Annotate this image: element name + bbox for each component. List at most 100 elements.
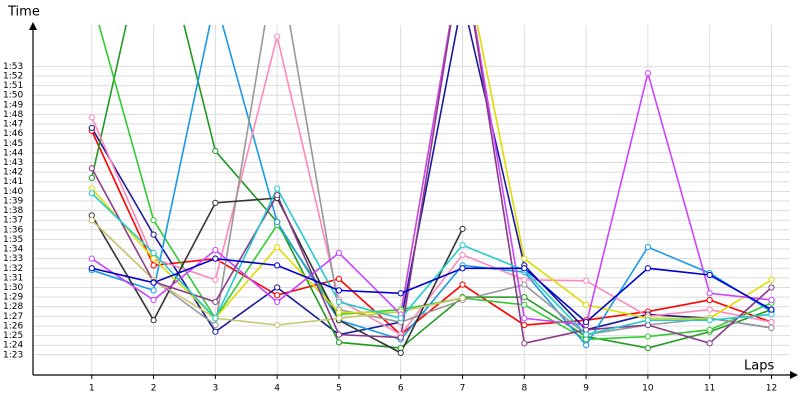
data-point xyxy=(88,265,95,272)
data-point xyxy=(644,344,651,352)
data-point xyxy=(335,309,343,316)
data-point xyxy=(768,296,775,304)
data-point xyxy=(88,190,95,197)
y-tick-label: 1:34 xyxy=(3,245,23,255)
data-point xyxy=(335,275,343,282)
data-point xyxy=(768,324,775,331)
data-point xyxy=(212,328,219,335)
y-tick-label: 1:23 xyxy=(3,350,23,360)
data-point xyxy=(212,321,219,329)
data-point xyxy=(521,255,528,262)
data-point xyxy=(150,287,157,294)
y-tick-label: 1:52 xyxy=(3,71,23,81)
data-point xyxy=(768,306,775,313)
data-point xyxy=(459,281,466,288)
data-point xyxy=(274,219,281,226)
series-line xyxy=(91,36,772,336)
data-point xyxy=(644,265,651,272)
data-point xyxy=(582,331,590,338)
data-point xyxy=(150,296,157,304)
data-point xyxy=(644,244,651,251)
data-point xyxy=(397,315,404,322)
y-tick-label: 1:45 xyxy=(3,139,23,149)
data-point xyxy=(212,246,219,254)
data-point xyxy=(88,174,95,181)
data-point xyxy=(582,277,590,284)
x-axis-arrow xyxy=(790,371,798,379)
y-tick-label: 1:26 xyxy=(3,321,23,331)
data-point xyxy=(88,165,95,172)
data-point xyxy=(212,147,219,155)
y-tick-label: 1:43 xyxy=(3,158,23,168)
data-point xyxy=(150,262,157,269)
data-point xyxy=(706,296,713,304)
y-tick-label: 1:51 xyxy=(3,81,23,91)
series-line xyxy=(91,25,772,336)
y-tick-label: 1:50 xyxy=(3,91,23,101)
data-point xyxy=(706,317,713,324)
y-tick-label: 1:37 xyxy=(3,216,23,226)
y-tick-label: 1:25 xyxy=(3,331,23,341)
data-point xyxy=(706,271,713,279)
plot-area xyxy=(88,25,775,356)
series-line xyxy=(91,25,772,345)
data-point xyxy=(521,315,528,322)
data-point xyxy=(274,321,281,329)
data-point xyxy=(706,326,713,333)
y-tick-label: 1:30 xyxy=(3,283,23,293)
data-point xyxy=(644,69,651,77)
series-line xyxy=(91,257,772,324)
y-tick-label: 1:29 xyxy=(3,293,23,303)
data-point xyxy=(274,33,281,40)
data-point xyxy=(150,279,157,286)
y-tick-label: 1:49 xyxy=(3,100,23,110)
x-tick-label: 3 xyxy=(212,384,218,394)
data-point xyxy=(88,217,95,224)
data-point xyxy=(212,199,219,206)
y-tick-label: 1:36 xyxy=(3,225,23,235)
data-point xyxy=(397,290,404,297)
data-point xyxy=(88,255,95,262)
y-tick-label: 1:42 xyxy=(3,168,23,178)
data-point xyxy=(706,340,713,347)
y-tick-label: 1:24 xyxy=(3,341,23,351)
data-point xyxy=(150,317,157,324)
data-point xyxy=(88,124,95,131)
y-tick-label: 1:27 xyxy=(3,312,23,322)
series-line xyxy=(91,25,772,349)
data-point xyxy=(212,315,219,322)
y-axis-title: Time xyxy=(7,5,40,20)
data-point xyxy=(335,249,343,256)
data-point xyxy=(150,231,157,238)
data-point xyxy=(274,298,281,306)
data-point xyxy=(88,114,95,121)
y-tick-label: 1:46 xyxy=(3,129,23,139)
y-tick-label: 1:35 xyxy=(3,235,23,245)
data-point xyxy=(521,340,528,347)
y-axis-arrow xyxy=(29,22,37,30)
data-point xyxy=(397,349,404,356)
y-tick-label: 1:47 xyxy=(3,120,23,130)
data-point xyxy=(150,249,157,256)
data-point xyxy=(521,281,528,288)
data-point xyxy=(644,333,651,340)
data-point xyxy=(582,301,590,308)
y-tick-label: 1:53 xyxy=(3,62,23,72)
x-axis-title: Laps xyxy=(744,359,774,374)
data-point xyxy=(335,331,343,338)
data-point xyxy=(459,251,466,258)
data-point xyxy=(212,298,219,306)
y-tick-label: 1:32 xyxy=(3,264,23,274)
x-tick-label: 10 xyxy=(642,384,654,394)
data-point xyxy=(150,217,157,224)
series-line xyxy=(91,186,772,336)
y-tick-label: 1:33 xyxy=(3,254,23,264)
y-tick-label: 1:40 xyxy=(3,187,23,197)
data-point xyxy=(521,265,528,272)
y-tick-label: 1:44 xyxy=(3,148,23,158)
data-point xyxy=(459,265,466,272)
y-tick-label: 1:41 xyxy=(3,177,23,187)
data-point xyxy=(150,255,157,262)
y-tick-label: 1:28 xyxy=(3,302,23,312)
x-tick-label: 8 xyxy=(521,384,527,394)
